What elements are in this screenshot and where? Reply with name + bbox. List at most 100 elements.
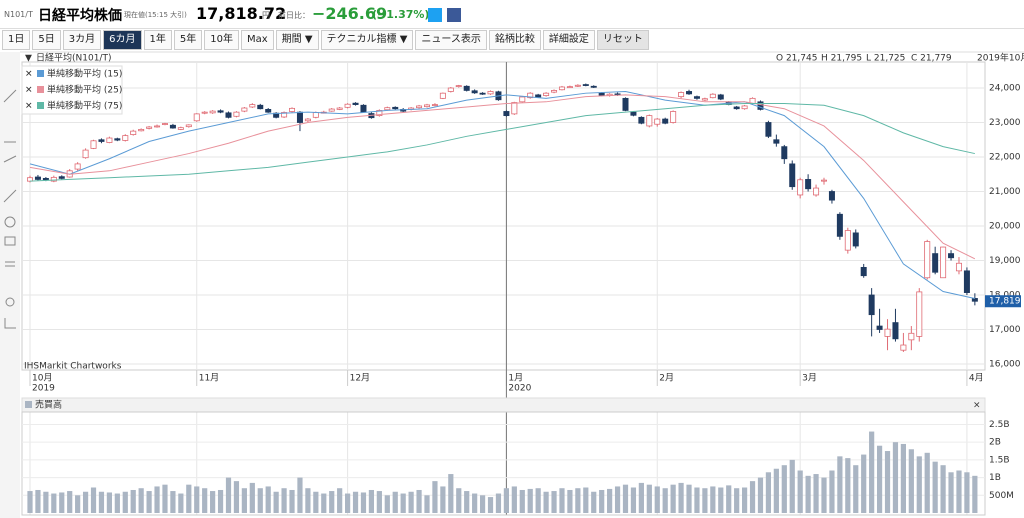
toolbar-button[interactable]: 1年 xyxy=(143,30,172,50)
toolbar-button[interactable]: 1日 xyxy=(2,30,31,50)
volume-bar xyxy=(876,445,883,513)
volume-bar xyxy=(948,472,954,513)
candle-body xyxy=(296,111,303,123)
volume-bar xyxy=(718,487,724,513)
volume-bar xyxy=(178,493,184,513)
toolbar-button[interactable]: 詳細設定 xyxy=(542,30,595,50)
volume-bar xyxy=(170,491,176,513)
volume-bar xyxy=(543,491,549,513)
volume-bar xyxy=(416,489,422,513)
toolbar-button[interactable]: Max xyxy=(240,30,274,50)
candle-body xyxy=(312,112,319,118)
candle-body xyxy=(50,176,57,182)
candle-body xyxy=(900,344,907,351)
toolbar-button[interactable]: 10年 xyxy=(204,30,239,50)
candle-body xyxy=(844,230,851,251)
candle-body xyxy=(249,104,256,108)
price: 17,818.72 xyxy=(196,4,287,23)
candle-body xyxy=(42,177,49,181)
volume-bar xyxy=(424,495,430,513)
candle-body xyxy=(566,86,573,89)
volume-bar xyxy=(972,475,978,513)
header: N101/T 日経平均株価 現在値(15:15 大引) 17,818.72 円 … xyxy=(0,0,1024,29)
volume-bar xyxy=(257,488,263,513)
volume-bar xyxy=(75,495,81,513)
candle-body xyxy=(955,262,962,272)
legend-label: 単純移動平均 (75) xyxy=(47,100,122,112)
moving-average-line xyxy=(29,103,975,182)
candle-body xyxy=(201,111,208,114)
volume-bar xyxy=(313,491,319,513)
toolbar-button[interactable]: ニュース表示 xyxy=(415,30,487,50)
legend-swatch xyxy=(37,70,44,77)
candle-body xyxy=(963,270,970,293)
volume-swatch xyxy=(25,401,32,408)
candle-body xyxy=(265,109,272,113)
candle-body xyxy=(773,139,780,144)
volume-bar xyxy=(368,489,375,513)
volume-bar xyxy=(440,486,446,513)
facebook-icon[interactable] xyxy=(447,8,461,22)
candle-body xyxy=(384,107,391,111)
volume-bar xyxy=(305,488,311,513)
candle-body xyxy=(161,123,168,125)
candle-body xyxy=(821,179,828,182)
volume-tick-label: 2.5B xyxy=(989,420,1010,430)
volume-bar xyxy=(241,488,247,513)
volume-bar xyxy=(535,488,541,513)
volume-bar xyxy=(638,482,644,513)
volume-bar xyxy=(352,491,359,513)
x-tick-label: 10月 xyxy=(32,373,52,384)
volume-bar xyxy=(321,493,327,513)
volume-title: 売買高 xyxy=(35,399,62,411)
candle-body xyxy=(209,110,216,114)
volume-bar xyxy=(607,488,613,513)
candle-body xyxy=(852,232,859,247)
volume-bar xyxy=(432,481,438,513)
toolbar-button[interactable]: 5日 xyxy=(32,30,61,50)
candle-body xyxy=(693,96,700,99)
volume-tick-label: 2B xyxy=(989,438,1001,448)
candle-body xyxy=(828,191,835,201)
volume-bar xyxy=(487,497,494,513)
toolbar-button[interactable]: 銘柄比較 xyxy=(488,30,541,50)
volume-bar xyxy=(329,491,335,513)
twitter-icon[interactable] xyxy=(428,8,442,22)
candle-body xyxy=(781,146,788,160)
tool-icons xyxy=(3,89,17,329)
toolbar-button[interactable]: 期間 ▼ xyxy=(275,30,319,50)
volume-bar xyxy=(869,431,875,513)
legend-close: ✕ xyxy=(25,70,33,80)
last-price-box xyxy=(985,295,1021,308)
toolbar-button[interactable]: 3カ月 xyxy=(62,30,102,50)
volume-bar xyxy=(900,443,906,513)
candle-body xyxy=(551,90,558,93)
volume-bar xyxy=(932,461,938,513)
candle-body xyxy=(622,97,629,111)
toolbar-button[interactable]: 6カ月 xyxy=(103,30,142,50)
legend-close: ✕ xyxy=(25,102,33,112)
y-tick-label: 16,000 xyxy=(989,359,1021,369)
volume-bar xyxy=(265,486,271,513)
candle-body xyxy=(678,92,685,98)
volume-bar xyxy=(130,489,136,513)
toolbar-button[interactable]: 5年 xyxy=(173,30,203,50)
candle-body xyxy=(860,267,867,277)
candle-body xyxy=(471,90,478,94)
volume-bar xyxy=(464,491,470,513)
candle-body xyxy=(146,126,153,129)
candle-body xyxy=(169,124,176,129)
volume-bar xyxy=(765,472,772,513)
volume-bar xyxy=(35,489,41,513)
volume-bar xyxy=(273,491,279,513)
toolbar-button[interactable]: リセット xyxy=(596,30,649,50)
volume-bar xyxy=(345,493,351,513)
volume-tick-label: 500M xyxy=(989,491,1014,501)
toolbar-button[interactable]: テクニカル指標 ▼ xyxy=(320,30,414,50)
candle-body xyxy=(574,84,581,87)
ohlc-info: H 21,795 xyxy=(821,54,862,64)
candle-body xyxy=(114,138,121,141)
volume-bar xyxy=(210,491,216,513)
